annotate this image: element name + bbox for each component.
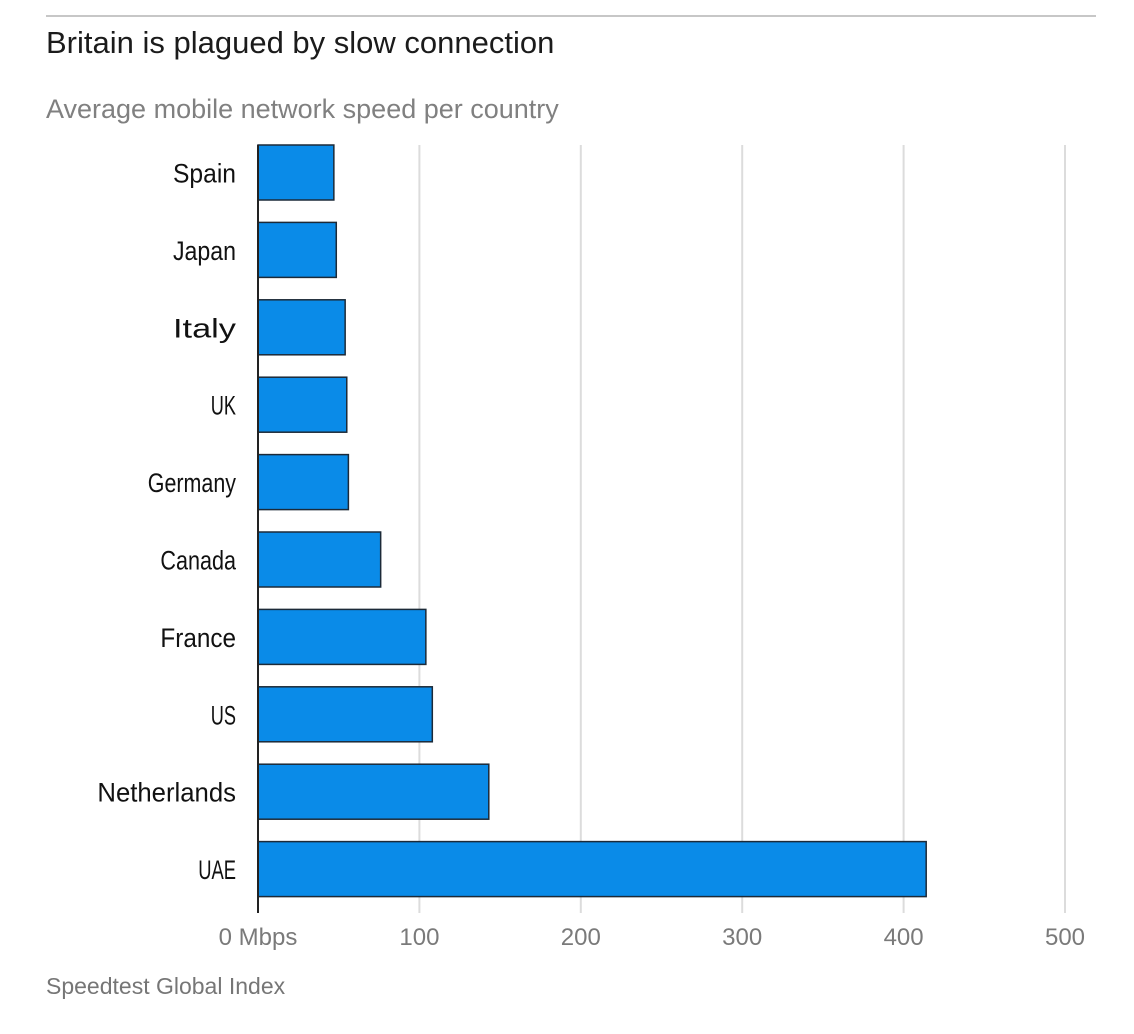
bar-italy xyxy=(257,299,346,356)
chart-subtitle: Average mobile network speed per country xyxy=(46,94,559,124)
source-note: Speedtest Global Index xyxy=(46,973,286,999)
category-label-spain: Spain xyxy=(173,159,236,189)
x-tick-label-500: 500 xyxy=(1045,924,1085,951)
x-tick-label-400: 400 xyxy=(884,924,924,951)
x-tick-label-0: 0 Mbps xyxy=(219,924,298,951)
bar-netherlands xyxy=(257,763,490,820)
bar-uk xyxy=(257,376,348,433)
category-label-netherlands: Netherlands xyxy=(97,778,236,808)
x-tick-label-200: 200 xyxy=(561,924,601,951)
x-tick-label-100: 100 xyxy=(399,924,439,951)
top-rule xyxy=(46,15,1096,17)
category-label-uae: UAE xyxy=(198,855,236,885)
bar-germany xyxy=(257,453,350,511)
category-label-canada: Canada xyxy=(160,546,236,576)
category-label-japan: Japan xyxy=(173,236,236,266)
category-label-us: US xyxy=(211,700,236,730)
bar-spain xyxy=(257,144,335,201)
bar-us xyxy=(257,686,434,743)
category-label-uk: UK xyxy=(211,391,236,421)
chart-title: Britain is plagued by slow connection xyxy=(46,25,555,60)
x-tick-label-300: 300 xyxy=(722,924,762,951)
bar-canada xyxy=(257,531,382,588)
category-label-france: France xyxy=(160,623,236,653)
bar-france xyxy=(257,608,427,666)
bar-uae xyxy=(257,840,927,898)
category-label-germany: Germany xyxy=(148,468,237,498)
category-label-italy: Italy xyxy=(173,313,237,343)
bar-japan xyxy=(257,221,338,279)
